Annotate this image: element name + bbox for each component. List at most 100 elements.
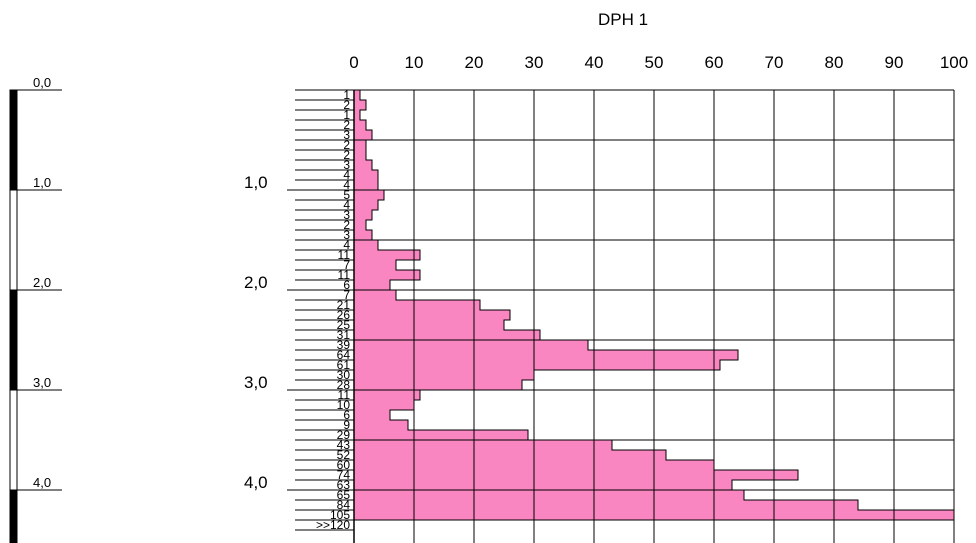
row-label: 52	[337, 448, 351, 462]
bar	[354, 120, 366, 130]
row-label: 9	[343, 418, 350, 432]
row-label: 25	[337, 318, 351, 332]
row-label: 2	[343, 218, 350, 232]
row-label: 28	[337, 378, 351, 392]
scale-label: 3,0	[33, 375, 51, 390]
row-label: 63	[337, 478, 351, 492]
row-lines	[295, 89, 354, 531]
bar	[354, 150, 366, 160]
x-tick-label: 90	[885, 53, 904, 72]
row-label: 21	[337, 298, 351, 312]
bar	[354, 170, 378, 180]
row-label: 64	[337, 348, 351, 362]
row-label: 7	[343, 288, 350, 302]
bar	[354, 390, 420, 400]
bar	[354, 490, 744, 500]
bar	[354, 220, 366, 230]
bar	[354, 110, 360, 120]
row-label: 30	[337, 368, 351, 382]
grid-lines	[353, 89, 955, 543]
row-label: 11	[338, 388, 351, 402]
depth-tick-label: 1,0	[244, 173, 268, 192]
row-label: 39	[337, 338, 351, 352]
row-label: 2	[343, 148, 350, 162]
row-label: 2	[343, 118, 350, 132]
scale-segment	[9, 389, 18, 491]
x-tick-label: 20	[465, 53, 484, 72]
bar	[354, 410, 390, 420]
bar	[354, 450, 666, 460]
bar	[354, 240, 378, 250]
bar-outline	[353, 89, 955, 530]
x-tick-label: 60	[705, 53, 724, 72]
row-label: 1	[343, 88, 350, 102]
x-tick-label: 80	[825, 53, 844, 72]
row-label: 3	[343, 158, 350, 172]
depth-tick-label: 2,0	[244, 273, 268, 292]
depth-scale-bar	[9, 89, 18, 543]
bar	[354, 160, 372, 170]
row-label: 7	[343, 258, 350, 272]
scale-segment	[9, 189, 18, 291]
bar	[354, 400, 414, 410]
bar	[354, 290, 396, 300]
row-label: 3	[343, 228, 350, 242]
row-label: 60	[337, 458, 351, 472]
x-tick-label: 40	[585, 53, 604, 72]
x-tick-labels: 0 10 20 30 40 50 60 70 80 90 100	[349, 53, 968, 72]
row-label: 11	[338, 268, 351, 282]
x-tick-label: 0	[349, 53, 358, 72]
row-label: 10	[337, 398, 351, 412]
depth-tick-labels: 1,0 2,0 3,0 4,0	[244, 173, 320, 492]
row-label: 29	[337, 428, 351, 442]
bar	[354, 260, 396, 270]
row-label: 31	[337, 328, 351, 342]
bar	[354, 500, 858, 510]
row-label: 4	[343, 198, 350, 212]
row-label: 4	[343, 238, 350, 252]
scale-segment	[9, 489, 18, 543]
bar	[354, 190, 384, 200]
bar	[354, 330, 540, 340]
bar	[354, 320, 504, 330]
row-label: 2	[343, 98, 350, 112]
bar	[354, 90, 360, 100]
bar	[354, 340, 588, 350]
scale-label: 0,0	[33, 75, 51, 90]
scale-segment	[9, 89, 18, 191]
row-label: 26	[337, 308, 351, 322]
bar	[354, 370, 534, 380]
row-label: 43	[337, 438, 351, 452]
depth-tick-label: 4,0	[244, 473, 268, 492]
row-labels: 1212322344543234117116721262531396461302…	[316, 88, 350, 532]
bar	[354, 180, 378, 190]
bar	[354, 440, 612, 450]
scale-label: 1,0	[33, 175, 51, 190]
row-label: 2	[343, 138, 350, 152]
bar	[354, 420, 408, 430]
bar	[354, 270, 420, 280]
bar	[354, 380, 522, 390]
row-label: 3	[343, 208, 350, 222]
row-label: 61	[337, 358, 351, 372]
row-label: >>120	[316, 518, 350, 532]
bar	[354, 200, 378, 210]
depth-tick-label: 3,0	[244, 373, 268, 392]
row-label: 11	[338, 248, 351, 262]
row-label: 84	[337, 498, 351, 512]
bar	[354, 430, 528, 440]
row-label: 105	[330, 508, 350, 522]
scale-label: 4,0	[33, 475, 51, 490]
scale-label: 2,0	[33, 275, 51, 290]
depth-scale-labels: 0,0 1,0 2,0 3,0 4,0	[17, 75, 62, 491]
bar	[354, 310, 510, 320]
bar	[354, 350, 738, 360]
row-label: 5	[343, 188, 350, 202]
bar	[354, 480, 732, 490]
row-label: 6	[343, 278, 350, 292]
x-tick-label: 30	[525, 53, 544, 72]
bar	[354, 130, 372, 140]
bar	[354, 140, 366, 150]
bar	[354, 230, 372, 240]
